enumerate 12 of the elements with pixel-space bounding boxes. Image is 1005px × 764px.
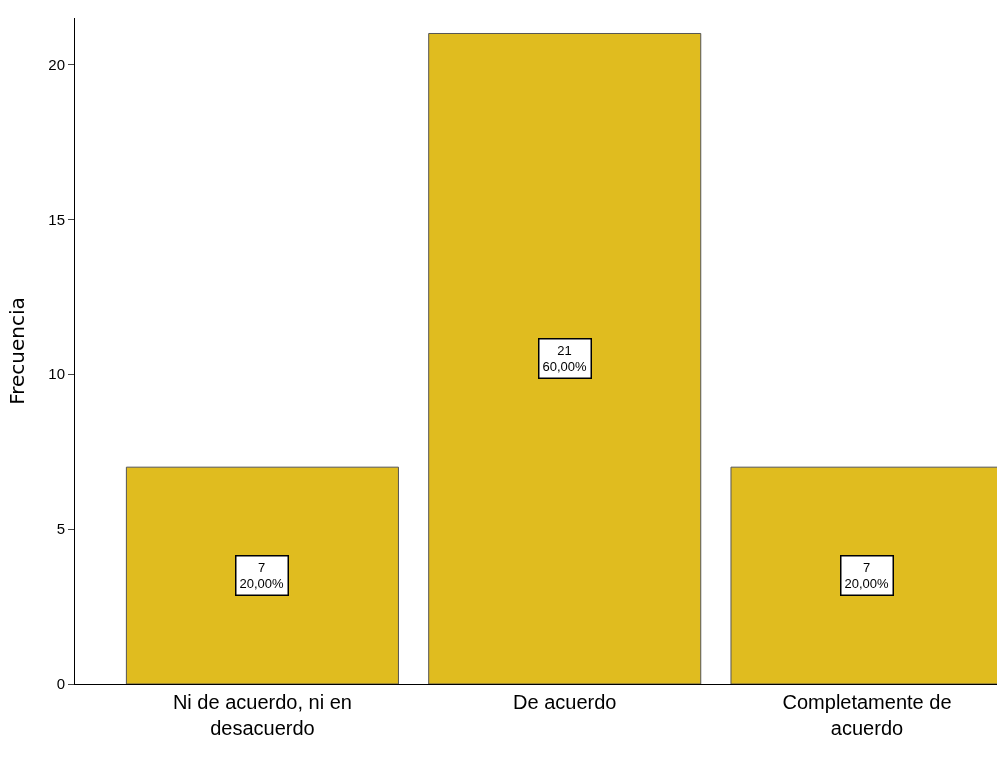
y-tick-label: 15 bbox=[48, 210, 65, 228]
y-tick-label: 10 bbox=[48, 365, 65, 383]
y-tick-label: 20 bbox=[48, 55, 65, 73]
data-label: 7 20,00% bbox=[844, 559, 890, 592]
data-label: 7 20,00% bbox=[239, 559, 285, 592]
x-tick-label: De acuerdo bbox=[513, 691, 617, 713]
data-label: 21 60,00% bbox=[542, 342, 588, 375]
x-tick-label: Ni de acuerdo, ni en desacuerdo bbox=[172, 691, 352, 739]
y-axis-title: Frecuencia bbox=[4, 297, 29, 405]
y-tick-label: 5 bbox=[56, 520, 65, 538]
y-tick-label: 0 bbox=[56, 675, 65, 693]
x-tick-label: Completamente de acuerdo bbox=[782, 691, 952, 739]
